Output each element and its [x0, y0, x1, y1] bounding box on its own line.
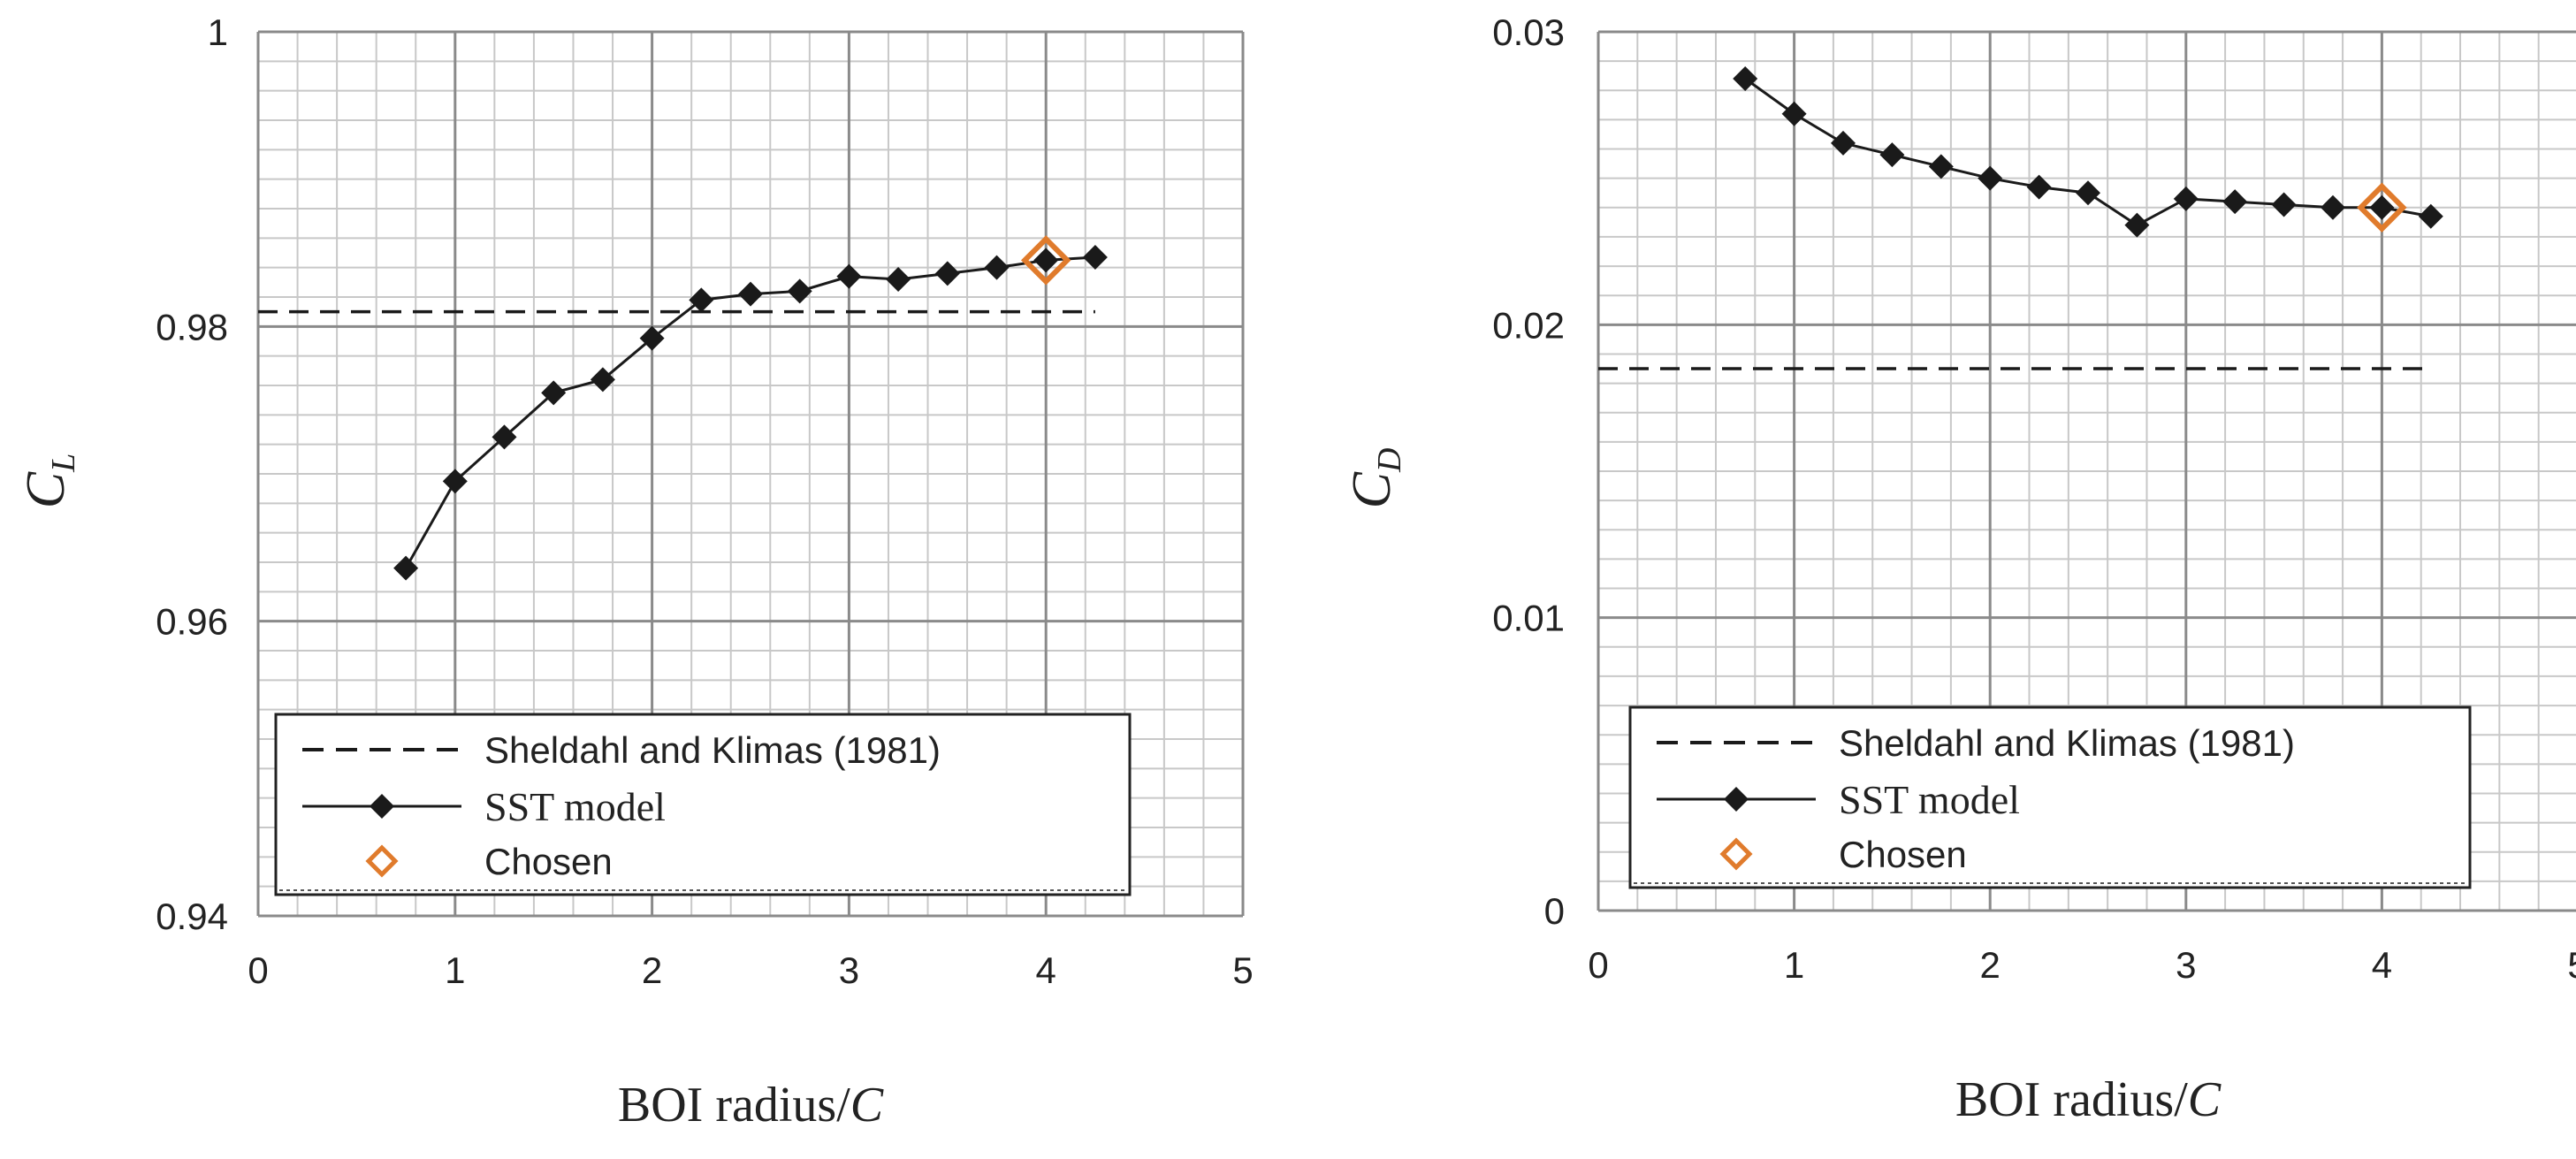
x-tick-label: 3	[839, 949, 859, 991]
sst-model-point	[2271, 192, 2297, 217]
legend-label-sst-model: SST model	[1839, 777, 2020, 822]
legend: Sheldahl and Klimas (1981) SST model Chose…	[1628, 705, 2472, 889]
sst-model-point	[2173, 186, 2199, 211]
legend-open-diamond-icon	[365, 844, 399, 878]
legend-box	[1628, 705, 2472, 889]
x-axis-title-italic: C	[850, 1078, 884, 1132]
legend-label-sst-model: SST model	[484, 784, 666, 829]
sst-model-point	[2418, 203, 2443, 229]
sst-model-point	[1978, 165, 2003, 191]
sst-model-point	[934, 261, 960, 286]
legend-open-diamond-icon	[1719, 837, 1753, 871]
y-axis-title: CL	[16, 454, 82, 509]
x-axis-title: BOI radius/C	[1955, 1072, 2222, 1127]
sst-model-point	[1082, 245, 1108, 270]
chosen-point	[2357, 182, 2407, 233]
sst-model-point	[393, 555, 419, 581]
legend-label-sheldahl-klimas: Sheldahl and Klimas (1981)	[484, 729, 941, 771]
sst-model-point	[2076, 180, 2100, 206]
sst-model-point	[738, 281, 763, 307]
x-tick-label: 1	[1784, 944, 1804, 986]
sst-model-point	[2369, 194, 2395, 220]
sst-model-point	[1733, 66, 1758, 92]
legend-label-chosen: Chosen	[484, 841, 613, 882]
legend-label-sheldahl-klimas: Sheldahl and Klimas (1981)	[1839, 722, 2295, 764]
x-axis-title-text: BOI radius/	[618, 1078, 850, 1132]
y-tick-label: 0	[1544, 890, 1565, 932]
y-tick-label: 0.94	[156, 896, 228, 937]
sst-model-point	[787, 278, 812, 304]
sst-model-point	[2222, 189, 2248, 215]
y-tick-label: 0.96	[156, 601, 228, 643]
legend: Sheldahl and Klimas (1981) SST model Chose…	[274, 713, 1132, 896]
sst-model-point	[2124, 212, 2150, 238]
x-tick-label: 4	[1036, 949, 1056, 991]
x-tick-label: 4	[2372, 944, 2392, 986]
x-tick-label: 2	[642, 949, 662, 991]
sst-model-point	[590, 367, 615, 393]
sst-model-point	[2026, 174, 2052, 200]
y-tick-label: 0.02	[1492, 304, 1565, 346]
sst-model-point	[442, 469, 468, 494]
legend-box	[274, 713, 1132, 896]
legend-diamond-icon	[1724, 787, 1749, 812]
y-axis-title-text: C	[16, 471, 76, 508]
legend-label-chosen: Chosen	[1839, 834, 1967, 875]
x-axis-title-text: BOI radius/	[1955, 1072, 2188, 1127]
chosen-point	[1020, 235, 1071, 286]
sst-model-point	[689, 287, 714, 313]
legend-diamond-icon	[370, 794, 394, 819]
y-tick-label: 0.98	[156, 306, 228, 347]
x-axis-title-italic: C	[2188, 1072, 2222, 1127]
x-tick-label: 5	[2567, 944, 2576, 986]
sst-model-point	[1033, 248, 1059, 273]
x-tick-label: 0	[1588, 944, 1608, 986]
sst-model-point	[984, 255, 1010, 280]
sst-model-point	[541, 380, 567, 406]
sst-model-point	[2321, 194, 2345, 220]
y-axis-title: CD	[1342, 448, 1408, 509]
sst-model-point	[886, 267, 911, 292]
sst-model-point	[836, 263, 862, 289]
sst-model-point	[1831, 130, 1856, 156]
x-tick-label: 5	[1232, 949, 1253, 991]
x-tick-label: 1	[445, 949, 465, 991]
y-tick-label: 0.01	[1492, 598, 1565, 639]
x-axis-title: BOI radius/C	[618, 1078, 884, 1132]
y-tick-label: 1	[208, 11, 228, 53]
x-tick-label: 3	[2176, 944, 2196, 986]
sst-model-point	[1781, 101, 1807, 126]
y-axis-title-subscript: L	[45, 454, 82, 473]
sst-model-point	[1928, 154, 1954, 179]
sst-model-point	[639, 325, 665, 351]
sst-model-point	[492, 424, 517, 450]
sst-model-point	[1879, 142, 1905, 168]
y-axis-title-subscript: D	[1371, 448, 1408, 473]
y-axis-title-text: C	[1342, 471, 1402, 508]
x-tick-label: 2	[1980, 944, 2001, 986]
y-tick-label: 0.03	[1492, 11, 1565, 53]
x-tick-label: 0	[248, 949, 268, 991]
